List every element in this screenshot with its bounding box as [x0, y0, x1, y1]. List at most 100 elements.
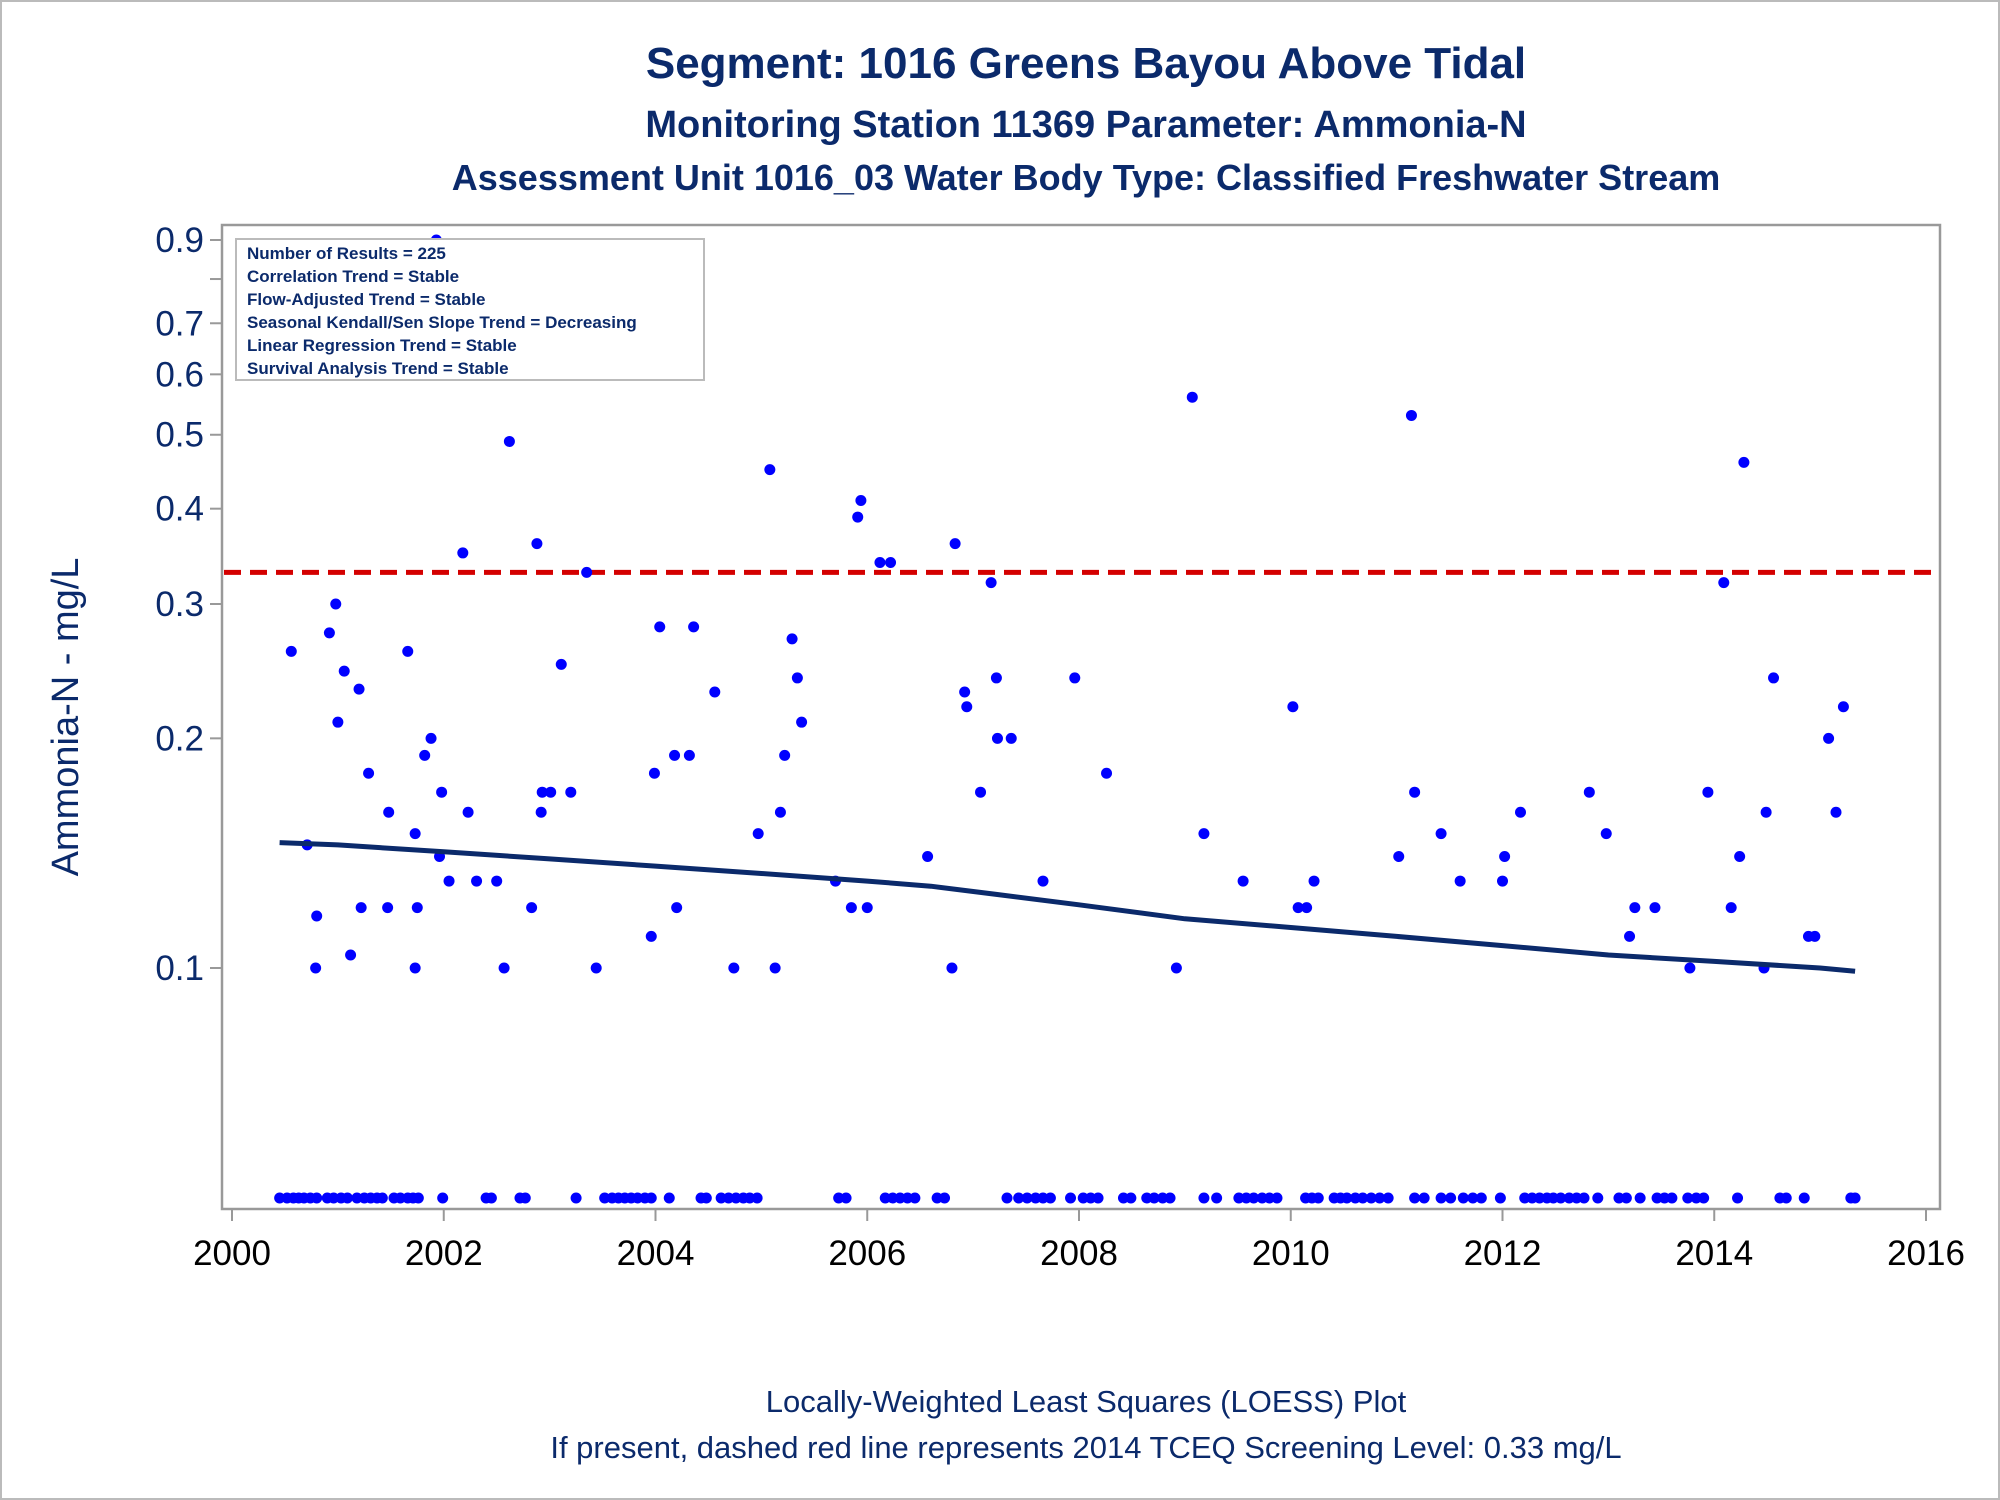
stats-box-border — [235, 238, 705, 381]
data-point — [498, 962, 510, 974]
y-tick-label: 0.9 — [155, 221, 204, 260]
data-point — [1237, 875, 1249, 887]
stats-line-flow-adjusted: Flow-Adjusted Trend = Stable — [247, 290, 486, 309]
floor-data-point — [1198, 1192, 1210, 1204]
floor-data-point — [840, 1192, 852, 1204]
data-point — [1497, 875, 1508, 887]
y-tick-label: 0.6 — [155, 355, 204, 394]
floor-data-point — [1798, 1192, 1810, 1204]
data-point — [779, 749, 791, 761]
y-tick-label: 0.5 — [155, 416, 204, 455]
floor-data-point — [1092, 1192, 1104, 1204]
floor-data-point — [341, 1192, 353, 1204]
data-point — [845, 902, 857, 914]
data-point — [922, 851, 934, 863]
data-point — [688, 621, 700, 633]
data-point — [852, 511, 864, 523]
data-point — [975, 786, 987, 798]
data-point — [383, 806, 395, 818]
loess-curve — [279, 840, 1856, 974]
data-point — [526, 902, 538, 914]
floor-data-point — [939, 1192, 951, 1204]
floor-data-point — [1125, 1192, 1137, 1204]
data-point — [1435, 828, 1447, 840]
x-tick-label: 2012 — [1464, 1234, 1542, 1273]
x-tick-label: 2010 — [1252, 1234, 1330, 1273]
data-point — [949, 538, 961, 550]
data-point — [503, 435, 515, 447]
data-point — [531, 538, 543, 550]
data-point — [728, 962, 740, 974]
footer-screening-note: If present, dashed red line represents 2… — [550, 1430, 1621, 1465]
data-point — [565, 786, 577, 798]
data-point — [985, 577, 997, 589]
floor-data-point — [1457, 1192, 1469, 1204]
floor-data-point — [1555, 1192, 1567, 1204]
data-point — [545, 786, 557, 798]
data-point — [332, 716, 344, 728]
data-point — [323, 627, 335, 639]
data-point — [1734, 851, 1746, 863]
x-tick-label: 2004 — [617, 1234, 695, 1273]
x-tick-label: 2014 — [1675, 1234, 1753, 1273]
data-point — [536, 786, 548, 798]
data-point — [764, 464, 776, 476]
floor-data-point — [1666, 1192, 1678, 1204]
data-point — [1393, 851, 1405, 863]
data-point — [683, 749, 695, 761]
floor-data-point — [1374, 1192, 1386, 1204]
floor-data-point — [1021, 1192, 1033, 1204]
data-point — [425, 732, 437, 744]
data-point — [946, 962, 958, 974]
floor-data-point — [1211, 1192, 1223, 1204]
floor-data-point — [1418, 1192, 1430, 1204]
floor-data-point — [1467, 1192, 1479, 1204]
data-point — [1454, 875, 1466, 887]
data-point — [1005, 732, 1017, 744]
stats-line-survival: Survival Analysis Trend = Stable — [247, 359, 509, 378]
data-point — [774, 806, 786, 818]
floor-data-point — [1001, 1192, 1013, 1204]
data-point — [1101, 767, 1113, 779]
data-point — [355, 902, 367, 914]
floor-data-point — [1494, 1192, 1506, 1204]
floor-data-point — [1592, 1192, 1604, 1204]
y-tick-label: 0.2 — [155, 719, 204, 758]
data-point — [1409, 786, 1421, 798]
data-point — [855, 495, 867, 507]
data-point — [1308, 875, 1320, 887]
floor-data-point — [1780, 1192, 1792, 1204]
floor-data-point — [1732, 1192, 1744, 1204]
data-point — [535, 806, 547, 818]
floor-data-point — [1849, 1192, 1861, 1204]
floor-data-point — [485, 1192, 497, 1204]
chart-subtitle-assessment: Assessment Unit 1016_03 Water Body Type:… — [452, 157, 1721, 198]
data-point — [1823, 732, 1835, 744]
data-point — [961, 701, 973, 713]
data-point — [1809, 930, 1821, 942]
y-tick-label: 0.4 — [155, 490, 204, 529]
data-point — [1499, 851, 1511, 863]
data-point — [285, 645, 297, 657]
floor-data-point — [1013, 1192, 1025, 1204]
floor-data-point — [700, 1192, 712, 1204]
x-tick-label: 2006 — [828, 1234, 906, 1273]
floor-data-point — [437, 1192, 449, 1204]
data-point — [1292, 902, 1304, 914]
data-point — [1830, 806, 1842, 818]
data-point — [1198, 828, 1210, 840]
data-point — [671, 902, 683, 914]
floor-data-point — [1148, 1192, 1160, 1204]
x-tick-label: 2000 — [193, 1234, 271, 1273]
floor-data-point — [1164, 1192, 1176, 1204]
floor-data-point — [909, 1192, 921, 1204]
data-point — [409, 962, 421, 974]
data-point — [1760, 806, 1772, 818]
data-point — [330, 598, 342, 610]
data-point — [959, 686, 971, 698]
floor-data-point — [663, 1192, 675, 1204]
data-point — [1170, 962, 1182, 974]
floor-data-point — [311, 1192, 323, 1204]
floor-data-point — [1435, 1192, 1447, 1204]
floor-data-point — [412, 1192, 424, 1204]
